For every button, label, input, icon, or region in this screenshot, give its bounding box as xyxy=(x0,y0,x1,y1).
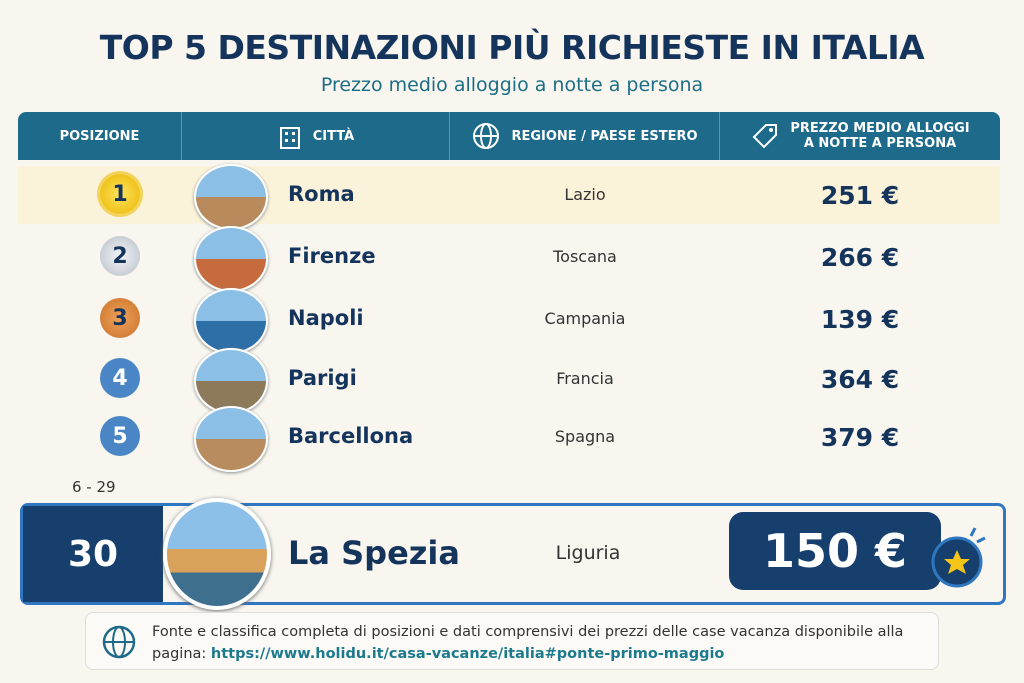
column-header: POSIZIONE xyxy=(18,112,182,160)
city-photo xyxy=(194,348,268,414)
rank: 1 xyxy=(100,174,140,214)
price: 364 € xyxy=(820,365,900,394)
table-row: 1 Roma Lazio 251 € xyxy=(18,164,1000,230)
column-label: REGIONE / PAESE ESTERO xyxy=(511,128,698,144)
highlight-row: 30 La Spezia Liguria 150 € xyxy=(20,498,1006,610)
rank: 3 xyxy=(100,298,140,338)
table-row: 3 Napoli Campania 139 € xyxy=(18,288,1000,354)
table-row: 5 Barcellona Spagna 379 € xyxy=(18,406,1000,472)
region: Spagna xyxy=(554,427,616,446)
price: 266 € xyxy=(820,243,900,272)
column-label: PREZZO MEDIO ALLOGGI A NOTTE A PERSONA xyxy=(790,121,970,151)
icon xyxy=(473,123,500,149)
city: Firenze xyxy=(288,244,376,268)
column-label: CITTÀ xyxy=(312,128,355,144)
region: Francia xyxy=(556,369,614,388)
city-photo xyxy=(194,164,268,230)
city: Parigi xyxy=(288,366,357,390)
column-header: REGIONE / PAESE ESTERO xyxy=(450,112,720,160)
price: 139 € xyxy=(820,305,900,334)
column-header: PREZZO MEDIO ALLOGGI A NOTTE A PERSONA xyxy=(720,112,1000,160)
city: Napoli xyxy=(288,306,364,330)
price: 379 € xyxy=(820,423,900,452)
column-header: CITTÀ xyxy=(182,112,450,160)
icon xyxy=(752,124,777,149)
icon xyxy=(279,127,300,149)
city-photo xyxy=(194,406,268,472)
city: Roma xyxy=(288,182,355,206)
subtitle: Prezzo medio alloggio a notte a persona xyxy=(320,74,704,96)
source-text: Fonte e classifica completa di posizioni… xyxy=(152,624,904,662)
region: Liguria xyxy=(555,542,621,564)
region: Toscana xyxy=(553,247,617,266)
gap-label: 6 - 29 xyxy=(72,478,116,496)
table-header: POSIZIONE CITTÀ REGIONE / PAESE ESTERO P… xyxy=(18,112,1000,160)
star-badge xyxy=(931,527,986,588)
rank: 4 xyxy=(100,358,140,398)
source-link[interactable]: https://www.holidu.it/casa-vacanze/itali… xyxy=(210,646,725,662)
table-row: 2 Firenze Toscana 266 € xyxy=(18,226,1000,292)
region: Campania xyxy=(544,309,626,328)
footer-text: Fonte e classifica completa di posizioni… xyxy=(152,621,922,665)
city-photo xyxy=(163,498,271,610)
footer: Fonte e classifica completa di posizioni… xyxy=(85,612,939,670)
title: TOP 5 DESTINAZIONI PIÙ RICHIESTE IN ITAL… xyxy=(99,28,925,67)
region: Lazio xyxy=(564,185,606,204)
city: Barcellona xyxy=(288,424,414,448)
city-photo xyxy=(194,288,268,354)
rank: 30 xyxy=(23,506,163,602)
rank: 2 xyxy=(100,236,140,276)
city-photo xyxy=(194,226,268,292)
table-row: 4 Parigi Francia 364 € xyxy=(18,348,1000,414)
icon xyxy=(102,625,136,659)
price: 150 € xyxy=(729,512,941,590)
city: La Spezia xyxy=(288,534,460,572)
price: 251 € xyxy=(820,181,900,210)
rank: 5 xyxy=(100,416,140,456)
